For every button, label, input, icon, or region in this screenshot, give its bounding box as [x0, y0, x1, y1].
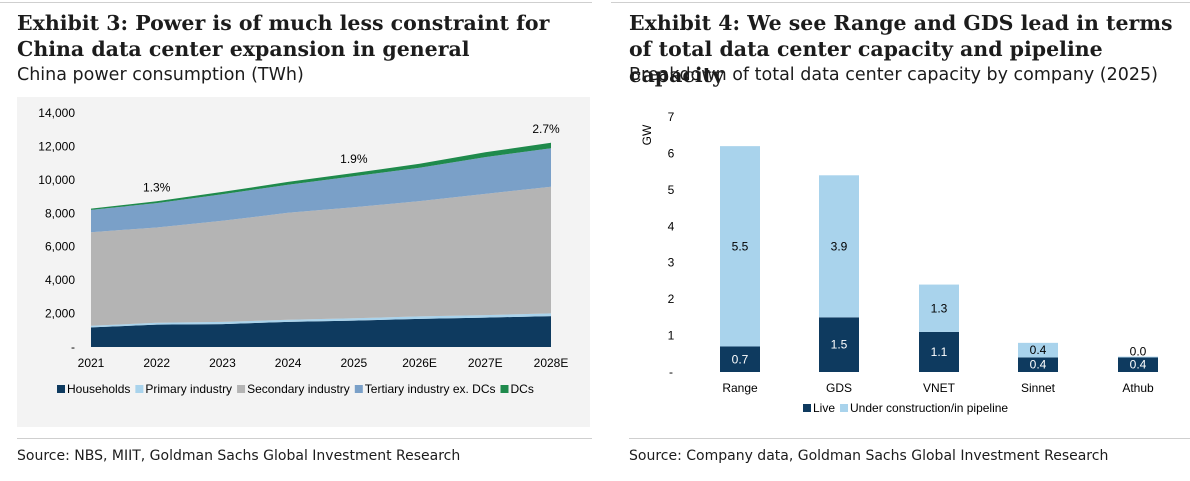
x-tick-label: 2024	[275, 356, 302, 370]
legend-label: Tertiary industry ex. DCs	[365, 382, 496, 396]
bar-pipeline	[1118, 356, 1158, 358]
top-divider	[611, 2, 1190, 3]
area-series-households	[91, 316, 551, 347]
top-divider	[0, 2, 592, 3]
y-tick-label: 4,000	[45, 273, 75, 287]
y-axis-title: GW	[640, 124, 654, 145]
bar-live	[720, 346, 760, 372]
area-series-primary-industry	[91, 313, 551, 328]
x-tick-label: 2022	[143, 356, 170, 370]
bar-pipeline	[819, 175, 859, 318]
legend-label: Secondary industry	[247, 382, 350, 396]
data-label-live: 0.4	[1030, 358, 1047, 372]
legend-label: Households	[67, 382, 130, 396]
legend-label: Under construction/in pipeline	[850, 401, 1008, 415]
exhibit-3-panel: Exhibit 3: Power is of much less constra…	[0, 0, 592, 481]
dc-share-annotation: 1.3%	[143, 180, 171, 194]
x-tick-label: 2028E	[534, 356, 569, 370]
bar-live	[819, 317, 859, 372]
y-tick-label: 2,000	[45, 307, 75, 321]
dc-share-annotation: 1.9%	[340, 152, 368, 166]
legend-swatch	[135, 385, 144, 393]
x-category-label: GDS	[826, 381, 852, 395]
bar-pipeline	[720, 146, 760, 347]
exhibit-4-subtitle: Breakdown of total data center capacity …	[629, 65, 1158, 85]
y-tick-label: 6,000	[45, 240, 75, 254]
bar-pipeline	[919, 284, 959, 332]
y-tick-label: 10,000	[38, 173, 75, 187]
bar-pipeline	[1018, 342, 1058, 358]
legend-swatch	[840, 404, 849, 412]
data-label-pipeline: 0.0	[1130, 344, 1147, 358]
data-label-live: 0.4	[1130, 358, 1147, 372]
y-tick-label: 8,000	[45, 206, 75, 220]
y-tick-label: -	[71, 340, 75, 354]
y-tick-label: 6	[668, 146, 675, 160]
x-category-label: Sinnet	[1021, 381, 1056, 395]
bar-live	[919, 331, 959, 372]
x-tick-label: 2025	[341, 356, 368, 370]
data-label-pipeline: 5.5	[732, 239, 749, 253]
legend-swatch	[57, 385, 65, 393]
exhibit-4-source: Source: Company data, Goldman Sachs Glob…	[629, 448, 1109, 464]
exhibit-3-source: Source: NBS, MIIT, Goldman Sachs Global …	[17, 448, 461, 464]
data-label-pipeline: 3.9	[831, 239, 848, 253]
legend-label: Primary industry	[145, 382, 232, 396]
data-label-live: 0.7	[732, 352, 749, 366]
data-label-live: 1.5	[831, 338, 848, 352]
exhibit-3-title: Exhibit 3: Power is of much less constra…	[17, 11, 550, 61]
y-tick-label: 2	[668, 292, 675, 306]
y-tick-label: 5	[668, 183, 675, 197]
bottom-divider	[17, 438, 592, 439]
y-tick-label: -	[669, 365, 673, 379]
exhibit-4-bar-chart: - 1 2 3 4 5 6 7 GW 0.7 5.5 Range 1.5 3.9 GDS 1.1 1.3 VNET…	[640, 110, 1158, 415]
legend-label: Live	[813, 401, 835, 415]
y-tick-label: 7	[668, 110, 675, 124]
y-tick-label: 12,000	[38, 139, 75, 153]
legend-swatch	[354, 385, 363, 393]
exhibit-3-area-chart: - 2,000 4,000 6,000 8,000 10,000 12,000 14,000 2…	[38, 106, 569, 396]
area-series-tertiary-industry-ex-dcs	[91, 148, 551, 233]
area-series-dcs	[91, 142, 551, 210]
x-tick-label: 2021	[78, 356, 105, 370]
dc-share-annotation: 2.7%	[532, 122, 560, 136]
bar-live	[1018, 357, 1058, 372]
legend-swatch	[237, 385, 246, 393]
area-series-secondary-industry	[91, 186, 551, 326]
bar-live	[1118, 357, 1158, 372]
x-category-label: Range	[722, 381, 758, 395]
exhibit-4-title: Exhibit 4: We see Range and GDS lead in …	[629, 11, 1173, 87]
y-tick-label: 1	[668, 329, 675, 343]
legend-swatch	[500, 385, 509, 393]
exhibit-3-subtitle: China power consumption (TWh)	[17, 65, 304, 85]
data-label-live: 1.1	[931, 345, 948, 359]
x-category-label: VNET	[923, 381, 956, 395]
bottom-divider	[629, 438, 1190, 439]
exhibit-4-panel: Exhibit 4: We see Range and GDS lead in …	[611, 0, 1190, 481]
x-category-label: Athub	[1122, 381, 1154, 395]
y-tick-label: 3	[668, 256, 675, 270]
y-tick-label: 4	[668, 219, 675, 233]
x-tick-label: 2027E	[468, 356, 503, 370]
data-label-pipeline: 1.3	[931, 301, 948, 315]
x-tick-label: 2026E	[402, 356, 437, 370]
data-label-pipeline: 0.4	[1030, 343, 1047, 357]
x-tick-label: 2023	[209, 356, 236, 370]
y-tick-label: 14,000	[38, 106, 75, 120]
legend-swatch	[803, 404, 811, 412]
legend-label: DCs	[511, 382, 534, 396]
